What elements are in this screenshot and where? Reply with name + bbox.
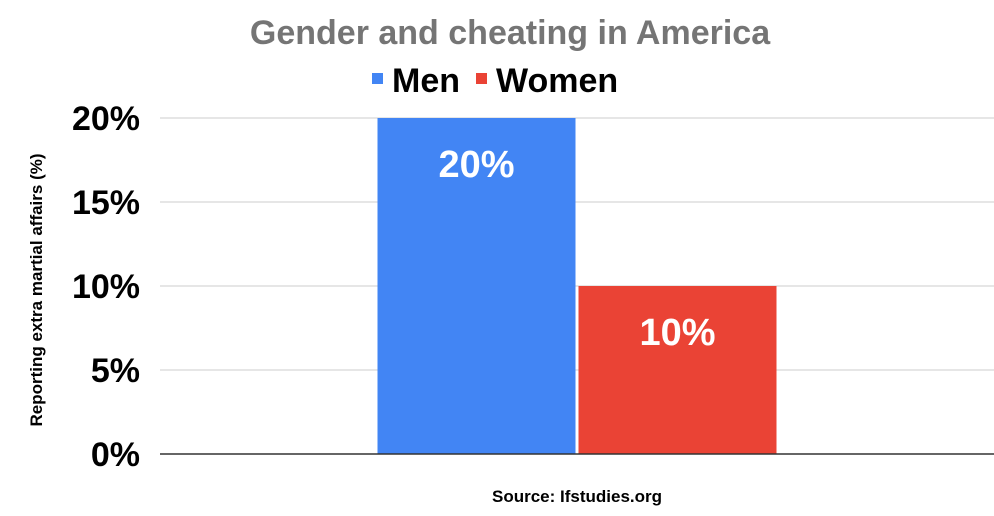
chart-legend: Men Women	[372, 62, 618, 100]
y-tick-label: 15%	[72, 184, 140, 222]
x-axis-label: Source: Ifstudies.org	[492, 487, 662, 506]
gridlines	[160, 117, 994, 371]
y-tick-label: 20%	[72, 100, 140, 138]
bars	[377, 118, 777, 454]
data-label-women: 10%	[639, 312, 715, 354]
legend-label-men: Men	[392, 62, 460, 100]
legend-swatch-women	[476, 73, 487, 84]
y-tick-label: 10%	[72, 268, 140, 306]
data-labels: 20% 10%	[438, 144, 715, 354]
y-axis-ticks: 0% 5% 10% 15% 20%	[72, 100, 140, 474]
chart-title: Gender and cheating in America	[250, 14, 771, 52]
y-tick-label: 0%	[91, 436, 140, 474]
legend-label-women: Women	[496, 62, 618, 100]
bar-men	[377, 118, 576, 454]
bar-women	[578, 286, 777, 454]
legend-swatch-men	[372, 73, 383, 84]
data-label-men: 20%	[438, 144, 514, 186]
y-axis-label: Reporting extra martial affairs (%)	[27, 153, 46, 426]
y-tick-label: 5%	[91, 352, 140, 390]
